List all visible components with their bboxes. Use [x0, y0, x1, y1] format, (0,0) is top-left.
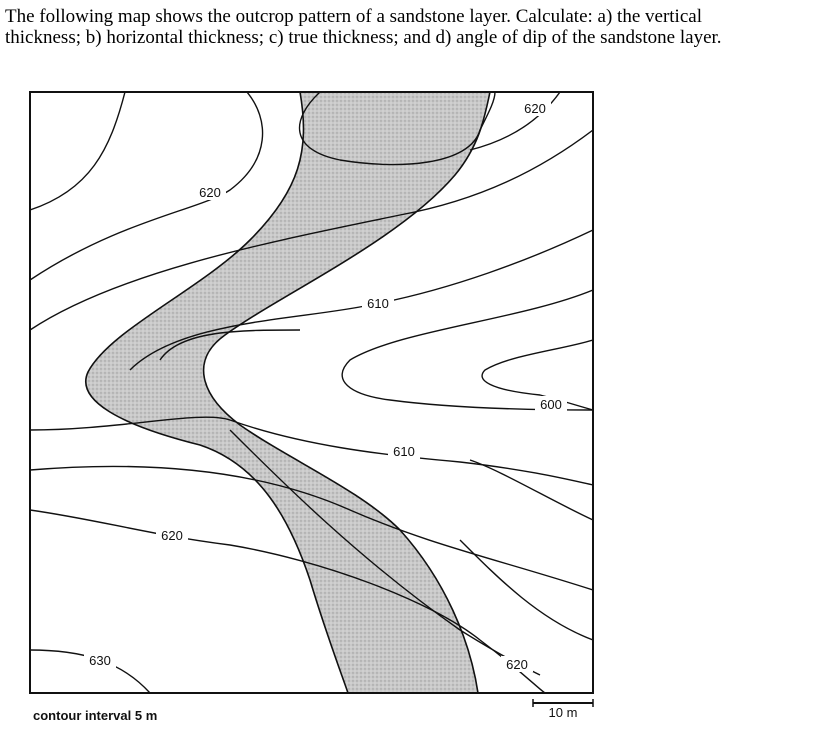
- contour-interval: contour interval 5 m: [33, 708, 157, 723]
- contour-labels: 620 620 610 600 610 620 630 620: [84, 100, 567, 672]
- map-frame: [29, 91, 594, 694]
- contour-label: 610: [367, 296, 389, 311]
- contour-label: 620: [199, 185, 221, 200]
- contour-label: 620: [506, 657, 528, 672]
- sandstone-outcrop: [85, 92, 491, 693]
- contour-label: 620: [524, 101, 546, 116]
- map-body: [30, 92, 593, 693]
- contour-label: 620: [161, 528, 183, 543]
- contour-label: 610: [393, 444, 415, 459]
- contour-label: 600: [540, 397, 562, 412]
- scale-label: 10 m: [549, 705, 578, 720]
- question-text: The following map shows the outcrop patt…: [5, 6, 722, 48]
- contour-label: 630: [89, 653, 111, 668]
- scale-bar: 10 m: [532, 699, 594, 720]
